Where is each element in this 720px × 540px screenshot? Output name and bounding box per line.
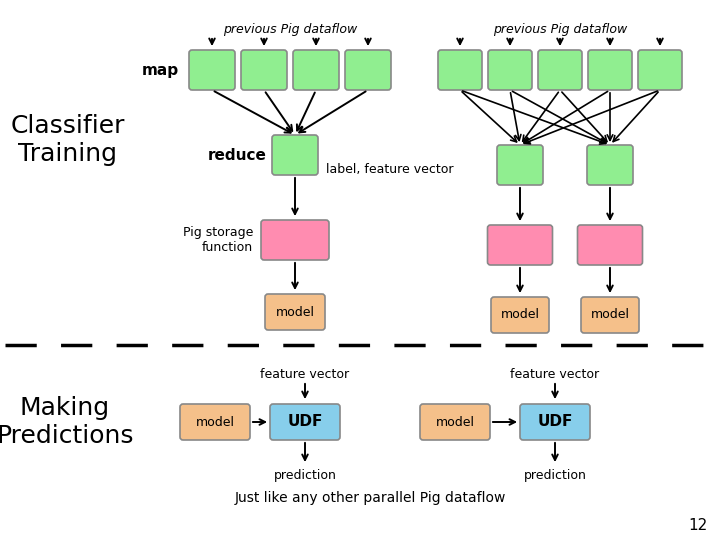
Text: Pig storage
function: Pig storage function xyxy=(183,226,253,254)
FancyBboxPatch shape xyxy=(438,50,482,90)
Text: model: model xyxy=(196,415,235,429)
FancyBboxPatch shape xyxy=(638,50,682,90)
FancyBboxPatch shape xyxy=(520,404,590,440)
Text: Making
Predictions: Making Predictions xyxy=(0,396,134,448)
FancyBboxPatch shape xyxy=(270,404,340,440)
Text: label, feature vector: label, feature vector xyxy=(326,164,454,177)
Text: previous Pig dataflow: previous Pig dataflow xyxy=(493,24,627,37)
Text: 12: 12 xyxy=(689,517,708,532)
Text: prediction: prediction xyxy=(523,469,586,482)
FancyBboxPatch shape xyxy=(241,50,287,90)
Text: UDF: UDF xyxy=(287,415,323,429)
Text: prediction: prediction xyxy=(274,469,336,482)
Text: map: map xyxy=(142,63,179,78)
Text: Classifier
Training: Classifier Training xyxy=(11,114,125,166)
FancyBboxPatch shape xyxy=(587,145,633,185)
FancyBboxPatch shape xyxy=(588,50,632,90)
FancyBboxPatch shape xyxy=(487,225,552,265)
FancyBboxPatch shape xyxy=(261,220,329,260)
FancyBboxPatch shape xyxy=(488,50,532,90)
FancyBboxPatch shape xyxy=(345,50,391,90)
Text: model: model xyxy=(436,415,474,429)
Text: model: model xyxy=(590,308,629,321)
Text: Just like any other parallel Pig dataflow: Just like any other parallel Pig dataflo… xyxy=(234,491,505,505)
FancyBboxPatch shape xyxy=(577,225,642,265)
Text: feature vector: feature vector xyxy=(261,368,350,381)
FancyBboxPatch shape xyxy=(293,50,339,90)
FancyBboxPatch shape xyxy=(491,297,549,333)
Text: model: model xyxy=(500,308,539,321)
FancyBboxPatch shape xyxy=(265,294,325,330)
Text: model: model xyxy=(276,306,315,319)
FancyBboxPatch shape xyxy=(272,135,318,175)
FancyBboxPatch shape xyxy=(497,145,543,185)
Text: previous Pig dataflow: previous Pig dataflow xyxy=(223,24,357,37)
FancyBboxPatch shape xyxy=(420,404,490,440)
Text: feature vector: feature vector xyxy=(510,368,600,381)
FancyBboxPatch shape xyxy=(189,50,235,90)
FancyBboxPatch shape xyxy=(538,50,582,90)
Text: reduce: reduce xyxy=(208,147,267,163)
FancyBboxPatch shape xyxy=(180,404,250,440)
Text: UDF: UDF xyxy=(537,415,572,429)
FancyBboxPatch shape xyxy=(581,297,639,333)
